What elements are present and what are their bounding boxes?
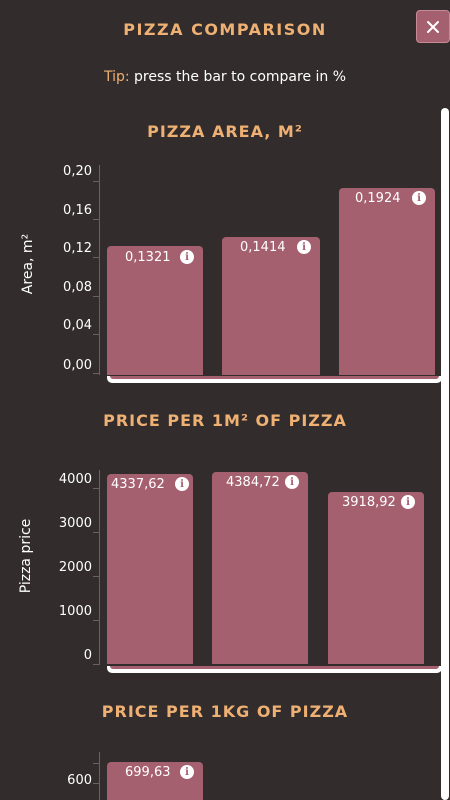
tick-mark (93, 334, 99, 335)
tick-mark (93, 763, 99, 764)
info-icon[interactable]: i (180, 250, 194, 264)
info-icon[interactable]: i (285, 475, 299, 489)
area-tick: 0,20 (63, 164, 92, 179)
price-y-axis (99, 470, 100, 665)
tip-label: Tip: (103, 69, 130, 85)
tick-mark (93, 532, 99, 533)
area-tick: 0,08 (63, 280, 92, 295)
tick-mark (93, 576, 99, 577)
price-tick: 4000 (58, 472, 92, 487)
price-per-kg-title: PRICE PER 1KG OF PIZZA (101, 702, 349, 721)
area-bar[interactable]: 0,1414 i (222, 237, 320, 375)
tick-mark (93, 664, 99, 665)
tick-mark (93, 181, 99, 182)
area-tick: 0,00 (63, 358, 92, 373)
tick-mark (93, 219, 99, 220)
kg-y-axis (99, 752, 100, 800)
tick-mark (93, 783, 99, 784)
price-chart-scroll-track[interactable] (107, 666, 442, 673)
bar-value: 0,1924 (355, 191, 401, 206)
bar-value: 0,1414 (240, 240, 286, 255)
price-tick: 3000 (58, 516, 92, 531)
area-tick: 0,12 (63, 241, 92, 256)
bar-value: 4384,72 (226, 475, 280, 490)
price-bar[interactable]: 4384,72 i (212, 472, 308, 664)
info-icon[interactable]: i (180, 765, 194, 779)
price-per-m2-title: PRICE PER 1M² OF PIZZA (103, 411, 347, 430)
kg-bar[interactable]: 699,63 i (107, 762, 203, 800)
bar-value: 0,1321 (125, 250, 171, 265)
info-icon[interactable]: i (297, 240, 311, 254)
bar-value: 4337,62 (111, 477, 165, 492)
tick-mark (93, 296, 99, 297)
area-bar[interactable]: 0,1924 i (339, 188, 435, 375)
tick-mark (93, 373, 99, 374)
area-chart-title: PIZZA AREA, M² (147, 122, 303, 141)
area-chart-scroll-track[interactable] (107, 376, 442, 383)
price-bar[interactable]: 3918,92 i (328, 492, 424, 664)
page-title: PIZZA COMPARISON (123, 20, 327, 39)
tick-mark (93, 257, 99, 258)
price-tick: 2000 (58, 560, 92, 575)
price-tick: 1000 (58, 604, 92, 619)
price-bar[interactable]: 4337,62 i (107, 474, 193, 664)
scrollbar[interactable] (441, 108, 449, 800)
close-icon (427, 20, 439, 33)
close-button[interactable] (416, 10, 450, 43)
area-y-axis (99, 165, 100, 375)
info-icon[interactable]: i (175, 477, 189, 491)
tick-mark (93, 488, 99, 489)
bar-value: 699,63 (125, 765, 171, 780)
area-tick: 0,16 (63, 203, 92, 218)
tick-mark (93, 620, 99, 621)
tip-text: Tip: press the bar to compare in % (0, 69, 450, 85)
tip-message: press the bar to compare in % (129, 69, 347, 85)
area-bar[interactable]: 0,1321 i (107, 246, 203, 375)
price-tick: 0 (83, 648, 92, 663)
area-tick: 0,04 (63, 318, 92, 333)
info-icon[interactable]: i (401, 495, 415, 509)
bar-value: 3918,92 (342, 495, 396, 510)
kg-tick: 600 (67, 773, 92, 788)
info-icon[interactable]: i (412, 191, 426, 205)
